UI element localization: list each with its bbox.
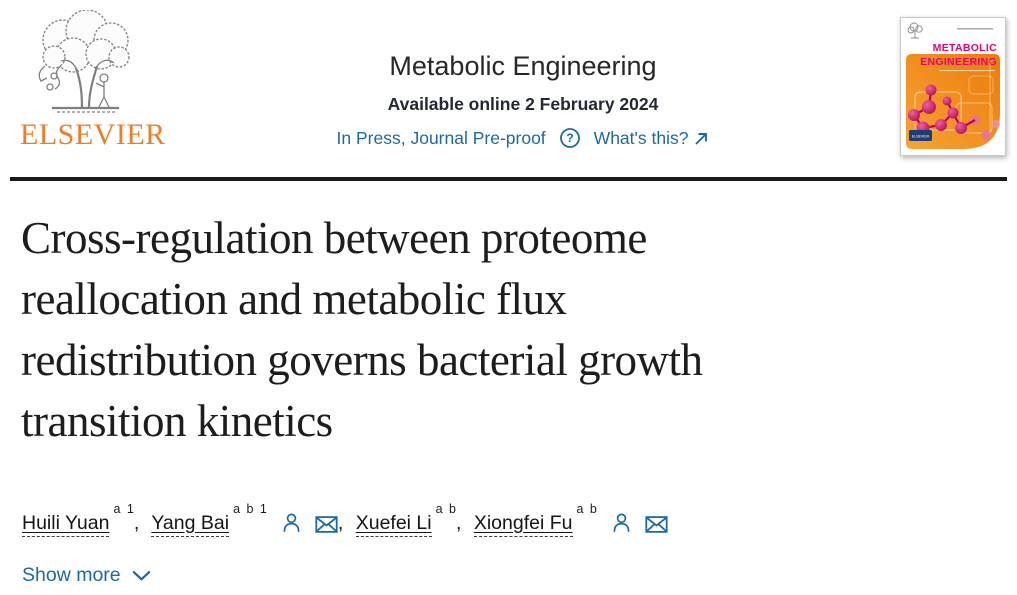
show-more-label: Show more: [22, 564, 121, 586]
cover-tree-icon: [907, 22, 923, 39]
author-link-yang-bai[interactable]: Yang Baia b 1: [151, 502, 267, 537]
cover-title-line1: METABOLIC: [933, 42, 997, 54]
email-author-icon[interactable]: [645, 509, 668, 545]
author-separator: ,: [337, 511, 344, 534]
elsevier-wordmark: ELSEVIER: [20, 118, 166, 151]
author-affiliation-sup: a b: [435, 502, 456, 516]
author-affiliation-sup: a 1: [113, 502, 134, 516]
header-divider: [10, 177, 1007, 181]
author-link-xiongfei-fu[interactable]: Xiongfei Fua b: [473, 502, 597, 537]
help-question-icon[interactable]: ?: [559, 127, 581, 149]
elsevier-tree-icon: [38, 10, 130, 113]
author-list: Huili Yuana 1, Yang Baia b 1, Xuefei Lia…: [22, 499, 668, 545]
status-row: In Press, Journal Pre-proof ? What's thi…: [273, 127, 773, 149]
author-affiliation-sup: a b: [576, 502, 597, 516]
article-title-line: transition kinetics: [21, 396, 333, 446]
whats-this-label: What's this?: [593, 127, 689, 148]
journal-header: Metabolic Engineering Available online 2…: [273, 50, 773, 149]
email-author-icon[interactable]: [315, 509, 338, 545]
cover-title-line2: ENGINEERING: [920, 56, 997, 68]
author-link-huili-yuan[interactable]: Huili Yuana 1: [22, 502, 134, 537]
author-link-xuefei-li[interactable]: Xuefei Lia b: [355, 502, 456, 537]
journal-title-link[interactable]: Metabolic Engineering: [389, 51, 657, 81]
chevron-down-icon: [132, 570, 150, 580]
author-affiliation-sup: a b 1: [233, 502, 267, 516]
article-title-line: Cross-regulation between proteome: [21, 213, 647, 263]
cover-issue-text: [957, 28, 993, 30]
author-profile-icon[interactable]: [611, 509, 632, 545]
author-separator: ,: [456, 511, 462, 534]
elsevier-logo-link[interactable]: ELSEVIER: [20, 10, 166, 152]
cover-publisher-tag: ELSEVIER: [912, 135, 930, 139]
author-separator: ,: [133, 511, 140, 534]
journal-cover-thumbnail[interactable]: METABOLIC ENGINEERING: [900, 17, 1006, 156]
whats-this-link[interactable]: What's this?: [594, 128, 710, 149]
article-title-line: reallocation and metabolic flux: [21, 274, 567, 324]
author-profile-icon[interactable]: [281, 509, 302, 545]
show-more-button[interactable]: Show more: [20, 562, 153, 589]
svg-text:?: ?: [566, 131, 573, 145]
in-press-link[interactable]: In Press, Journal Pre-proof: [336, 127, 546, 148]
article-title-line: redistribution governs bacterial growth: [21, 335, 703, 385]
article-title: Cross-regulation between proteome reallo…: [21, 208, 951, 452]
external-link-icon: [695, 132, 708, 144]
availability-text: Available online 2 February 2024: [387, 94, 659, 114]
